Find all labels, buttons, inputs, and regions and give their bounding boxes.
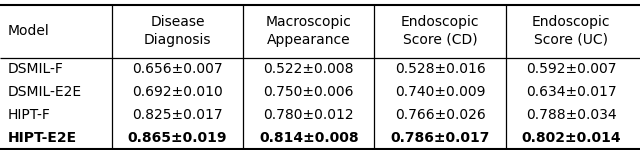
Text: DSMIL-F: DSMIL-F <box>8 62 63 76</box>
Text: 0.692±0.010: 0.692±0.010 <box>132 85 223 99</box>
Text: 0.802±0.014: 0.802±0.014 <box>522 130 621 145</box>
Text: 0.825±0.017: 0.825±0.017 <box>132 108 223 122</box>
Text: 0.592±0.007: 0.592±0.007 <box>526 62 616 76</box>
Text: 0.750±0.006: 0.750±0.006 <box>264 85 354 99</box>
Text: HIPT-F: HIPT-F <box>8 108 51 122</box>
Text: 0.814±0.008: 0.814±0.008 <box>259 130 358 145</box>
Text: Model: Model <box>8 24 49 38</box>
Text: 0.656±0.007: 0.656±0.007 <box>132 62 223 76</box>
Text: Endoscopic
Score (UC): Endoscopic Score (UC) <box>532 15 611 47</box>
Text: 0.780±0.012: 0.780±0.012 <box>264 108 354 122</box>
Text: 0.522±0.008: 0.522±0.008 <box>264 62 354 76</box>
Text: Disease
Diagnosis: Disease Diagnosis <box>144 15 211 47</box>
Text: DSMIL-E2E: DSMIL-E2E <box>8 85 82 99</box>
Text: 0.740±0.009: 0.740±0.009 <box>395 85 485 99</box>
Text: 0.786±0.017: 0.786±0.017 <box>390 130 490 145</box>
Text: 0.634±0.017: 0.634±0.017 <box>526 85 616 99</box>
Text: 0.766±0.026: 0.766±0.026 <box>395 108 485 122</box>
Text: 0.528±0.016: 0.528±0.016 <box>395 62 485 76</box>
Text: 0.865±0.019: 0.865±0.019 <box>128 130 227 145</box>
Text: 0.788±0.034: 0.788±0.034 <box>526 108 616 122</box>
Text: Macroscopic
Appearance: Macroscopic Appearance <box>266 15 352 47</box>
Text: HIPT-E2E: HIPT-E2E <box>8 130 77 145</box>
Text: Endoscopic
Score (CD): Endoscopic Score (CD) <box>401 15 479 47</box>
